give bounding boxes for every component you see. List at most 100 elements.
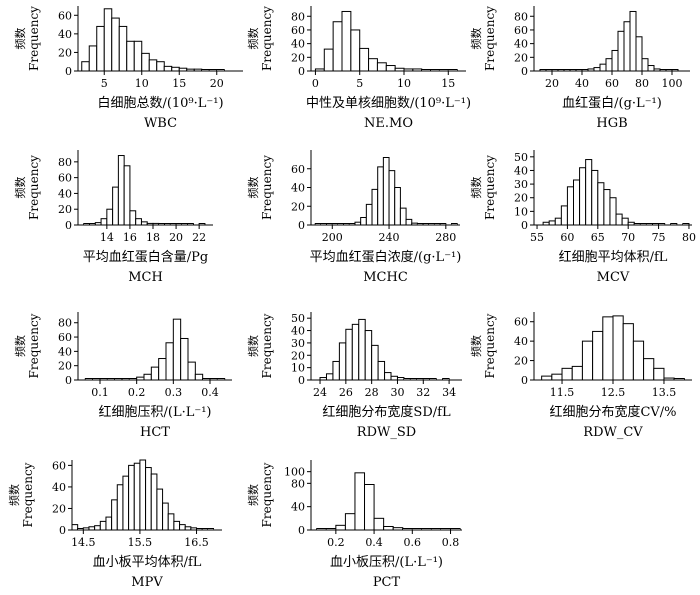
rdw_cv-bar <box>571 365 583 381</box>
mch-bar <box>106 208 114 226</box>
nemo-bar <box>350 29 361 72</box>
rdw_sd-xlabel-cn: 红细胞分布宽度SD/fL <box>322 404 451 420</box>
pct-y-tick-label: 100 <box>284 466 305 479</box>
hgb-bar <box>593 67 601 72</box>
mpv-x-tick-label: 16.5 <box>184 536 209 549</box>
mch-y-tick-label: 20 <box>58 203 72 216</box>
mpv-bar <box>71 524 79 531</box>
hct-xlabel-cn: 红细胞压积/(L·L⁻¹) <box>99 404 212 420</box>
rdw_cv-bar <box>632 340 645 381</box>
hgb-x-tick-label: 60 <box>605 77 619 90</box>
mchc-bar <box>360 217 367 226</box>
nemo-x-tick-label: 5 <box>356 77 363 90</box>
pct-bar <box>335 524 346 531</box>
hct-bar <box>180 337 189 381</box>
nemo-bar <box>385 65 396 72</box>
rdw_sd-ylabel-cn: 频数 <box>246 335 260 357</box>
wbc-bar <box>163 65 173 72</box>
mch-bar <box>135 218 142 226</box>
mch-y-tick-label: 40 <box>58 187 72 200</box>
mpv-y-tick-label: 40 <box>52 481 66 494</box>
wbc-y-tick-label: 40 <box>58 28 72 41</box>
nemo-xlabel-cn: 中性及单核细胞数/(10⁹·L⁻¹) <box>306 96 471 111</box>
mcv-bar <box>554 217 562 226</box>
wbc-bar <box>111 17 120 72</box>
mcv-bar <box>609 197 617 226</box>
rdw_cv-x-tick-label: 13.5 <box>652 386 677 399</box>
mcv-bar <box>603 189 611 226</box>
rdw_sd-bar <box>345 328 353 381</box>
wbc-bar <box>88 45 98 72</box>
pct-x-tick-label: 0.2 <box>327 536 345 549</box>
hct-y-tick-label: 60 <box>58 331 72 344</box>
mch-bar <box>100 218 108 226</box>
rdw_cv-y-tick-label: 20 <box>514 355 528 368</box>
rdw_cv-bar <box>592 330 604 381</box>
wbc-bar <box>133 40 143 72</box>
hct-bar <box>158 358 167 381</box>
mcv-bar <box>591 169 599 226</box>
nemo-bar <box>323 48 334 72</box>
hgb-y-tick-label: 0 <box>521 65 528 78</box>
rdw_cv-x-tick-label: 12.5 <box>601 386 626 399</box>
wbc-bar <box>81 61 90 72</box>
nemo-x-tick-label: 15 <box>441 77 455 90</box>
mch-y-tick-label: 0 <box>65 219 72 232</box>
rdw_sd-bar <box>384 372 392 381</box>
rdw_cv-ylabel-cn: 频数 <box>469 335 483 357</box>
mpv-bar <box>156 488 164 531</box>
mch-x-tick-label: 22 <box>192 231 206 244</box>
mcv-bar <box>597 182 605 226</box>
mpv-y-tick-label: 60 <box>52 459 66 472</box>
mcv-y-tick-label: 40 <box>514 164 528 177</box>
hgb-xlabel-en: HGB <box>596 116 627 131</box>
rdw_sd-bar <box>332 360 340 381</box>
mcv-y-tick-label: 0 <box>521 219 528 232</box>
mchc-y-tick-label: 40 <box>291 182 305 195</box>
hct-ylabel-cn: 频数 <box>13 335 27 357</box>
rdw_sd-y-tick-label: 50 <box>291 312 305 325</box>
mch-bar <box>117 155 125 226</box>
nemo-y-tick-label: 0 <box>298 65 305 78</box>
rdw_sd-y-tick-label: 30 <box>291 337 305 350</box>
hgb-y-tick-label: 20 <box>514 51 528 64</box>
mch-bar <box>112 186 119 226</box>
mch-bar <box>129 210 137 226</box>
nemo-bar <box>332 21 343 72</box>
rdw_sd-x-tick-label: 24 <box>313 386 327 399</box>
rdw_cv-y-tick-label: 0 <box>521 374 528 387</box>
mcv-x-tick-label: 60 <box>560 231 574 244</box>
rdw_sd-bar <box>364 330 373 381</box>
hct-bar <box>165 342 174 381</box>
mchc-x-tick-label: 240 <box>379 231 400 244</box>
rdw_cv-bar <box>622 323 634 381</box>
wbc-bar <box>148 59 158 72</box>
rdw_cv-xlabel-en: RDW_CV <box>583 425 643 440</box>
hct-x-tick-label: 0.3 <box>165 386 183 399</box>
hgb-bar <box>617 30 625 72</box>
hgb-x-tick-label: 80 <box>635 77 649 90</box>
rdw_sd-bar <box>338 342 347 381</box>
mcv-xlabel-en: MCV <box>597 270 630 285</box>
hgb-bar <box>611 49 619 72</box>
mpv-bar <box>139 459 147 531</box>
mch-x-tick-label: 20 <box>169 231 183 244</box>
wbc-y-tick-label: 20 <box>58 46 72 59</box>
hct-bar <box>172 318 182 381</box>
hgb-y-tick-label: 80 <box>514 10 528 23</box>
mpv-bar <box>150 473 158 531</box>
hgb-x-tick-label: 20 <box>545 77 559 90</box>
mpv-bar <box>133 462 141 531</box>
rdw_sd-bar <box>371 344 379 381</box>
pct-xlabel-cn: 血小板压积/(L·L⁻¹) <box>330 555 443 570</box>
pct-ylabel-en: Frequency <box>260 462 274 527</box>
mpv-y-tick-label: 0 <box>59 524 66 537</box>
hgb-bar <box>599 63 607 72</box>
mcv-y-tick-label: 10 <box>514 205 528 218</box>
rdw_sd-x-tick-label: 28 <box>365 386 379 399</box>
mcv-bar <box>560 205 568 226</box>
mchc-bar <box>394 187 401 226</box>
mchc-bar <box>405 218 413 226</box>
hgb-x-tick-label: 40 <box>575 77 589 90</box>
nemo-ylabel-cn: 频数 <box>246 28 260 50</box>
